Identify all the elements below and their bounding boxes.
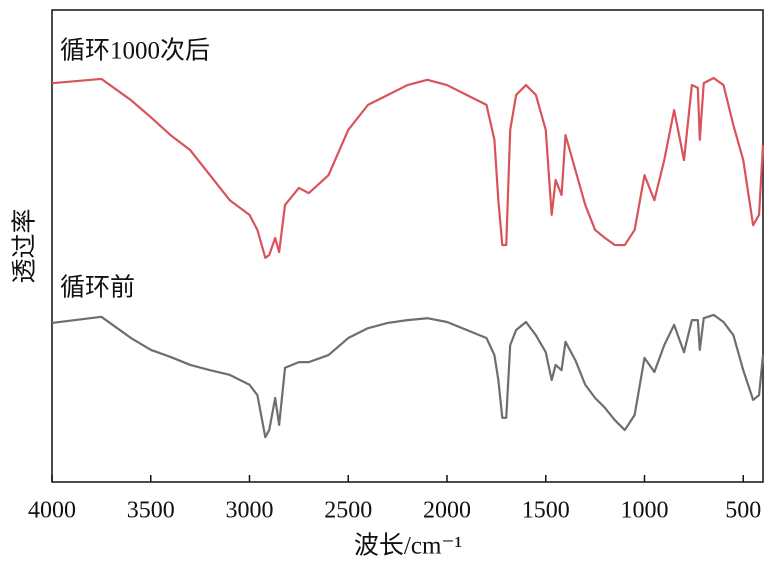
y-axis-label: 透过率	[11, 208, 39, 283]
x-tick-label: 1000	[621, 498, 669, 524]
x-tick-label: 1500	[522, 498, 570, 524]
series-label: 循环前	[60, 274, 135, 302]
x-tick-label: 2500	[324, 498, 372, 524]
spectrum-line	[51, 313, 765, 439]
x-tick-label: 2000	[423, 498, 471, 524]
x-axis-label: 波长/cm⁻¹	[354, 532, 462, 560]
series-label: 循环1000次后	[60, 37, 210, 65]
x-tick-label: 500	[725, 498, 761, 524]
x-tick-label: 3000	[226, 498, 274, 524]
spectrum-line	[51, 76, 765, 259]
x-tick-label: 3500	[127, 498, 175, 524]
x-tick-label: 4000	[28, 498, 76, 524]
plot-frame	[51, 9, 764, 483]
